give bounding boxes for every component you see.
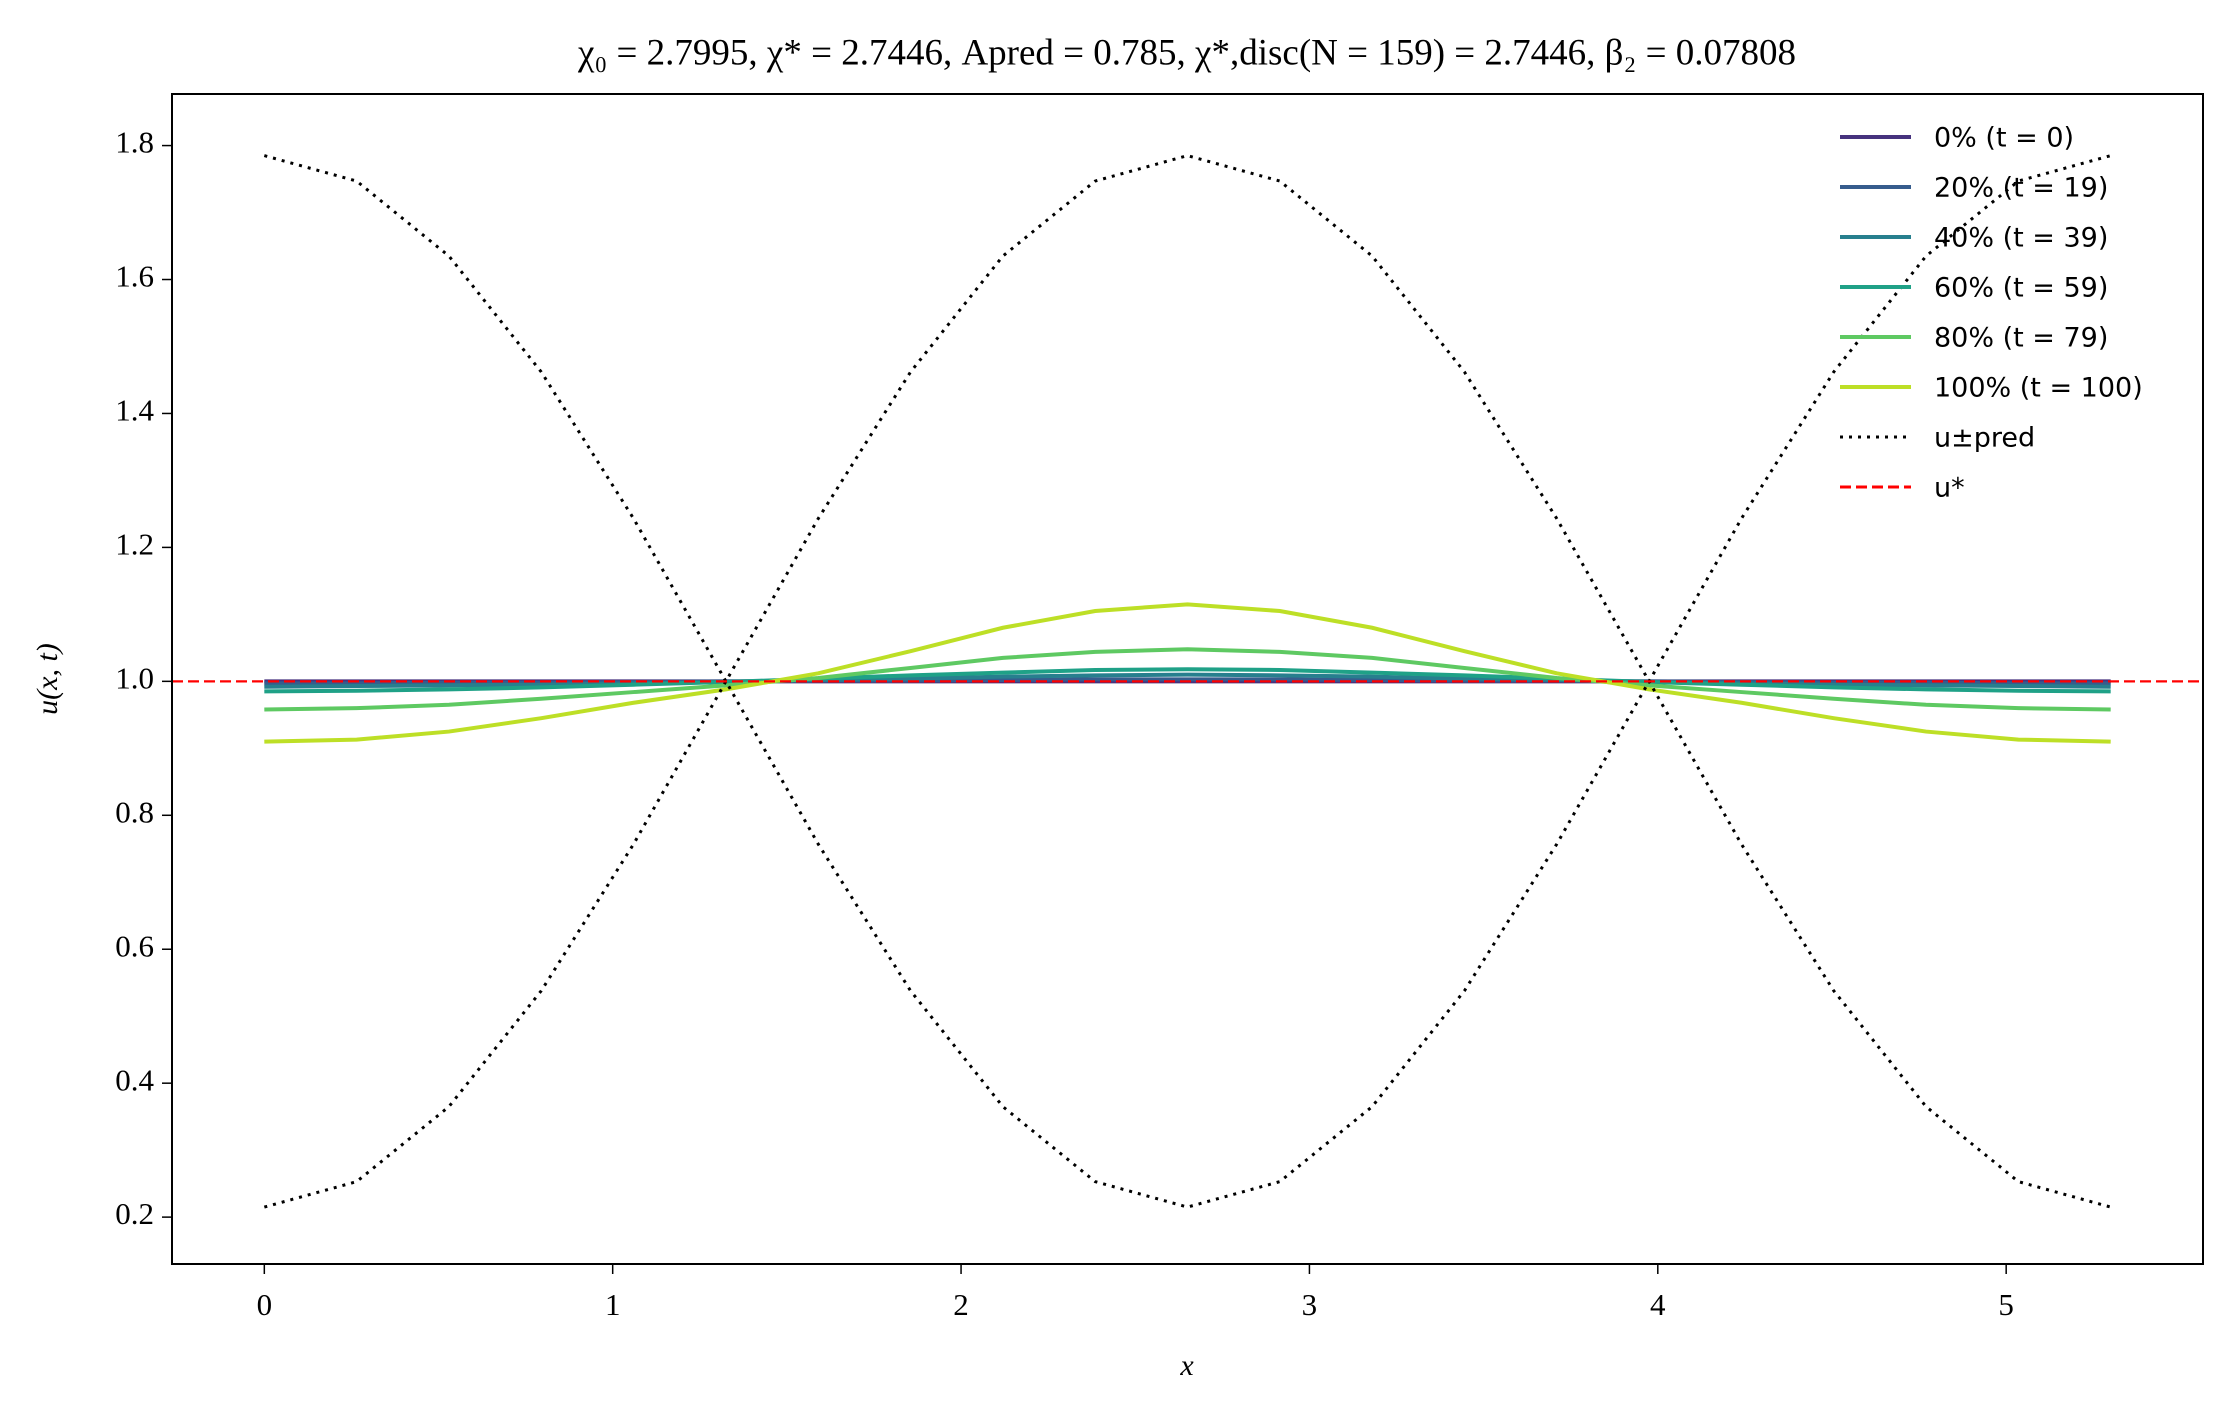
legend-label: u* (1934, 473, 1965, 504)
legend-label: 60% (t = 59) (1934, 273, 2108, 304)
y-tick-label: 0.8 (115, 794, 154, 829)
y-axis-label: u(x, t) (31, 643, 64, 715)
legend-label: 20% (t = 19) (1934, 173, 2108, 204)
legend-label: u±pred (1934, 423, 2035, 454)
x-tick-label: 0 (257, 1287, 273, 1322)
y-tick-label: 1.2 (115, 527, 154, 562)
x-tick-label: 4 (1650, 1287, 1666, 1322)
x-tick-label: 3 (1302, 1287, 1318, 1322)
x-tick-label: 1 (605, 1287, 621, 1322)
x-tick-label: 2 (953, 1287, 969, 1322)
y-tick-label: 1.0 (115, 660, 154, 695)
series-line (264, 672, 2111, 689)
y-tick-label: 1.8 (115, 125, 154, 160)
legend-label: 40% (t = 39) (1934, 223, 2108, 254)
y-tick-label: 1.6 (115, 259, 154, 294)
chart-title: χ₀ = 2.7995, χ* = 2.7446, Apred = 0.785,… (577, 32, 1796, 73)
legend-label: 100% (t = 100) (1934, 373, 2143, 404)
legend-label: 80% (t = 79) (1934, 323, 2108, 354)
x-axis-label: x (1179, 1349, 1194, 1382)
y-tick-label: 0.6 (115, 928, 154, 963)
legend-label: 0% (t = 0) (1934, 123, 2074, 154)
series-line (264, 647, 2111, 712)
x-tick-label: 5 (1998, 1287, 2014, 1322)
plot-frame (171, 93, 2204, 1265)
y-tick-label: 0.2 (115, 1196, 154, 1231)
series-line (264, 667, 2111, 694)
series-line (264, 602, 2111, 744)
y-tick-label: 0.4 (115, 1062, 154, 1097)
plot-area (172, 154, 2203, 1209)
y-tick-label: 1.4 (115, 393, 154, 428)
